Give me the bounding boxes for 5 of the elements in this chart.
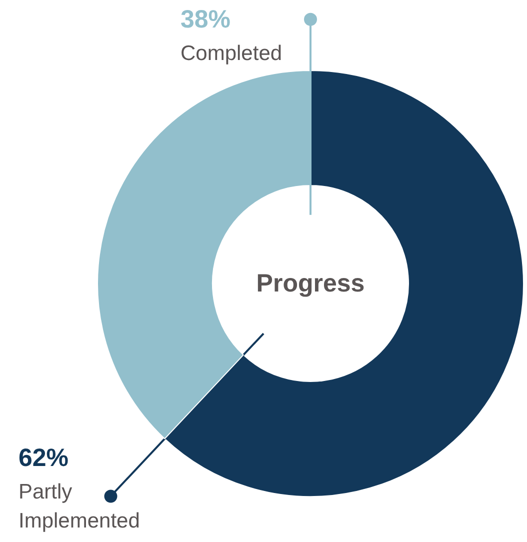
data-label: 38%	[180, 5, 231, 34]
slice-label: Completed	[180, 42, 282, 65]
data-label: 62%	[18, 444, 69, 472]
text: Progress	[256, 270, 365, 298]
slice-label: Partly Implemented	[18, 480, 140, 533]
